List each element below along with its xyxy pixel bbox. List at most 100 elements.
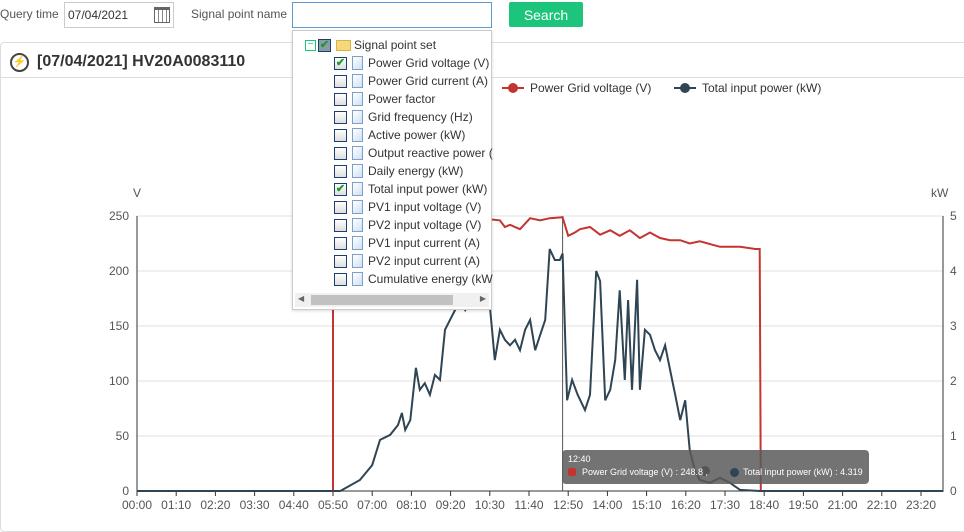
item-checkbox[interactable] [334, 128, 347, 142]
y-left-tick-label: 200 [109, 264, 129, 278]
voltage-marker-icon [568, 468, 576, 476]
y-left-tick-label: 0 [122, 484, 129, 498]
x-tick-label: 01:10 [161, 498, 191, 512]
item-label: PV1 input current (A) [368, 236, 481, 250]
item-label: Grid frequency (Hz) [368, 110, 473, 124]
item-checkbox[interactable] [334, 218, 347, 232]
document-icon [352, 92, 363, 106]
y-right-tick-label: 3 [950, 319, 957, 333]
x-tick-label: 11:40 [514, 498, 543, 512]
x-tick-label: 04:40 [279, 498, 309, 512]
x-tick-label: 00:00 [122, 498, 152, 512]
x-tick-label: 18:40 [749, 498, 779, 512]
x-tick-label: 22:10 [867, 498, 897, 512]
collapse-icon[interactable]: − [305, 39, 316, 51]
item-label: Power factor [368, 92, 436, 106]
signal-item[interactable]: PV1 input current (A) [334, 234, 480, 252]
legend-marker [508, 83, 518, 93]
scroll-thumb[interactable] [311, 295, 453, 305]
document-icon [352, 164, 363, 178]
x-tick-label: 16:20 [671, 498, 701, 512]
line-chart: 0 0 50 1 100 2 150 3 200 4 250 5 V kW 00:00 01:10 02:20 0… [109, 81, 957, 512]
item-label: Power Grid voltage (V) [368, 56, 490, 70]
item-label: PV2 input current (A) [368, 254, 481, 268]
signal-item[interactable]: Power Grid current (A) [334, 72, 488, 90]
horizontal-scrollbar[interactable]: ◀ ▶ [295, 293, 489, 307]
tooltip-time: 12:40 [568, 454, 591, 464]
item-checkbox[interactable] [334, 74, 347, 88]
date-value: 07/04/2021 [68, 8, 129, 22]
tree-root[interactable]: − ✔ Signal point set [305, 36, 436, 54]
item-label: PV1 input voltage (V) [368, 200, 482, 214]
item-checkbox[interactable]: ✔ [334, 182, 347, 196]
x-tick-label: 17:30 [710, 498, 740, 512]
document-icon [352, 272, 363, 286]
signal-item[interactable]: ✔ Power Grid voltage (V) [334, 54, 489, 72]
item-label: Power Grid current (A) [368, 74, 489, 88]
series-line-1 [137, 248, 944, 492]
legend-label: Total input power (kW) [702, 81, 821, 95]
x-tick-label: 23:20 [906, 498, 936, 512]
scroll-right-icon[interactable]: ▶ [479, 294, 486, 303]
signal-item[interactable]: Active power (kW) [334, 126, 465, 144]
item-checkbox[interactable] [334, 110, 347, 124]
lightning-icon: ⚡ [10, 53, 29, 72]
document-icon [352, 128, 363, 142]
signal-item[interactable]: PV2 input current (A) [334, 252, 480, 270]
x-tick-label: 10:30 [475, 498, 505, 512]
item-checkbox[interactable] [334, 92, 347, 106]
y-right-tick-label: 0 [950, 484, 957, 498]
x-tick-label: 03:30 [240, 498, 270, 512]
signal-item[interactable]: Cumulative energy (kW [334, 270, 493, 288]
signal-item[interactable]: PV2 input voltage (V) [334, 216, 481, 234]
x-tick-label: 09:20 [436, 498, 466, 512]
y-right-tick-label: 1 [950, 429, 957, 443]
x-tick-label: 07:00 [357, 498, 387, 512]
signal-item[interactable]: Daily energy (kW) [334, 162, 463, 180]
signal-point-input[interactable] [292, 2, 492, 28]
y-right-tick-label: 2 [950, 374, 957, 388]
calendar-icon[interactable] [154, 7, 170, 23]
item-checkbox[interactable]: ✔ [334, 56, 347, 70]
item-checkbox[interactable] [334, 236, 347, 250]
legend-label: Power Grid voltage (V) [530, 81, 651, 95]
date-input[interactable]: 07/04/2021 [64, 2, 174, 28]
search-button[interactable]: Search [509, 2, 583, 27]
item-label: PV2 input voltage (V) [368, 218, 482, 232]
signal-item[interactable]: Output reactive power ( [334, 144, 493, 162]
document-icon [352, 236, 363, 250]
signal-item[interactable]: PV1 input voltage (V) [334, 198, 481, 216]
signal-item[interactable]: Grid frequency (Hz) [334, 108, 473, 126]
x-tick-label: 02:20 [200, 498, 230, 512]
item-checkbox[interactable] [334, 254, 347, 268]
item-checkbox[interactable] [334, 272, 347, 286]
series-line-0 [137, 216, 944, 492]
item-label: Total input power (kW) [368, 182, 488, 196]
y-left-tick-label: 100 [109, 374, 129, 388]
x-tick-label: 08:10 [396, 498, 426, 512]
x-tick-label: 14:00 [592, 498, 622, 512]
document-icon [352, 110, 363, 124]
document-icon [352, 74, 363, 88]
y-left-tick-label: 250 [109, 209, 129, 223]
document-icon [352, 146, 363, 160]
y-left-tick-label: 50 [116, 429, 130, 443]
y-left-tick-label: 150 [109, 319, 129, 333]
root-checkbox[interactable]: ✔ [318, 38, 331, 52]
signal-point-dropdown[interactable]: − ✔ Signal point set ✔ Power Grid voltage… [292, 30, 493, 310]
query-bar: Query time 07/04/2021 Signal point name … [0, 0, 964, 30]
item-label: Cumulative energy (kW [368, 272, 493, 286]
item-checkbox[interactable] [334, 164, 347, 178]
scroll-left-icon[interactable]: ◀ [298, 294, 305, 303]
tooltip-voltage: Power Grid voltage (V) : 248.8 , [582, 467, 709, 477]
x-tick-label: 05:50 [318, 498, 348, 512]
y-left-unit: V [133, 186, 141, 200]
document-icon [352, 218, 363, 232]
item-checkbox[interactable] [334, 200, 347, 214]
signal-item[interactable]: Power factor [334, 90, 435, 108]
x-tick-label: 21:00 [828, 498, 858, 512]
document-icon [352, 254, 363, 268]
item-checkbox[interactable] [334, 146, 347, 160]
y-right-tick-label: 5 [950, 209, 957, 223]
signal-item[interactable]: ✔ Total input power (kW) [334, 180, 487, 198]
